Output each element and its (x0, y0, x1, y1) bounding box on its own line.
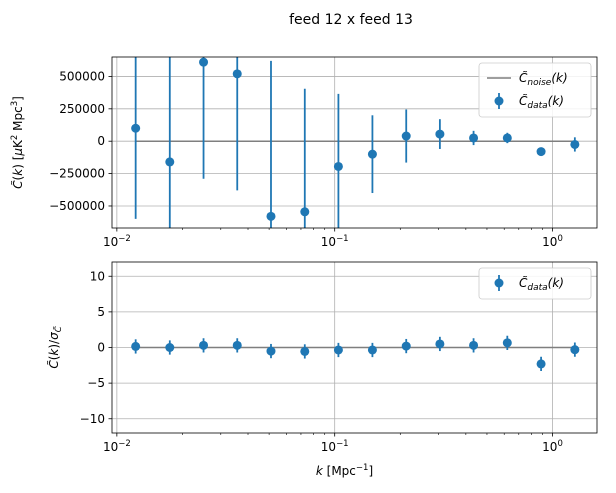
data-point (502, 338, 512, 348)
data-point (199, 57, 209, 67)
data-point (367, 149, 377, 159)
y-tick-label: 0 (97, 134, 105, 148)
legend-label: C̃noise(k) (519, 71, 568, 88)
x-tick-label: 10−1 (321, 234, 349, 249)
y-tick-label: 0 (97, 341, 105, 355)
plot-area (131, 335, 580, 372)
data-point (469, 340, 479, 350)
y-axis-label: C̃(k) [μK2 Mpc3] (10, 96, 25, 189)
data-point (131, 123, 141, 133)
data-point (536, 147, 546, 157)
legend-frame (478, 267, 592, 300)
data-point (165, 343, 175, 352)
y-tick-label: 500000 (59, 69, 105, 83)
data-point (199, 340, 209, 350)
data-point (333, 161, 343, 171)
panel-top: 10−2 10−1 100 500000 250000 0 −250000 −500000 C̃… (10, 56, 598, 249)
x-tick-label: 100 (542, 439, 563, 454)
data-point (469, 133, 479, 143)
y-tick-label: −250000 (49, 167, 105, 181)
y-tick-label: −500000 (49, 199, 105, 213)
y-axis-label: C̃(k)/σC̃ (47, 326, 64, 369)
data-point (570, 345, 580, 355)
legend-label: C̃data(k) (519, 276, 564, 293)
data-point (570, 139, 580, 149)
legend: C̃data(k) (478, 267, 592, 300)
x-tick-label: 10−2 (103, 439, 131, 454)
y-tick-label: −5 (87, 376, 105, 390)
axes-frame (111, 56, 598, 229)
panel-bottom: 10−2 10−1 100 10 5 0 −5 −10 C̃(k)/σC̃ k [Mpc−1] C̃… (47, 261, 598, 478)
data-point (401, 341, 411, 351)
x-tick-label: 10−2 (103, 234, 131, 249)
figure-title: feed 12 x feed 13 (289, 12, 413, 28)
data-point (300, 207, 310, 217)
data-point (165, 157, 175, 167)
data-point (131, 341, 141, 351)
x-axis-label: k [Mpc−1] (316, 463, 373, 478)
legend-frame (478, 62, 592, 118)
data-point (300, 346, 310, 356)
x-tick-label: 10−1 (321, 439, 349, 454)
plot-area (131, 57, 580, 228)
legend-data-swatch (494, 278, 504, 288)
x-tick-label: 100 (542, 234, 563, 249)
data-point (536, 359, 546, 369)
data-point (266, 211, 276, 221)
legend: C̃noise(k) C̃data(k) (478, 62, 592, 118)
data-point (401, 131, 411, 141)
data-point (333, 345, 343, 355)
legend-data-swatch (494, 96, 504, 106)
y-tick-label: 10 (90, 269, 105, 283)
y-tick-label: −10 (80, 412, 105, 426)
data-point (266, 346, 276, 356)
data-point (502, 133, 512, 143)
data-point (435, 129, 445, 139)
legend-label: C̃data(k) (519, 94, 564, 111)
y-tick-label: 250000 (59, 102, 105, 116)
data-point (435, 339, 445, 349)
y-tick-label: 5 (97, 305, 105, 319)
data-point (232, 69, 242, 79)
data-point (367, 345, 377, 355)
data-point (232, 340, 242, 350)
